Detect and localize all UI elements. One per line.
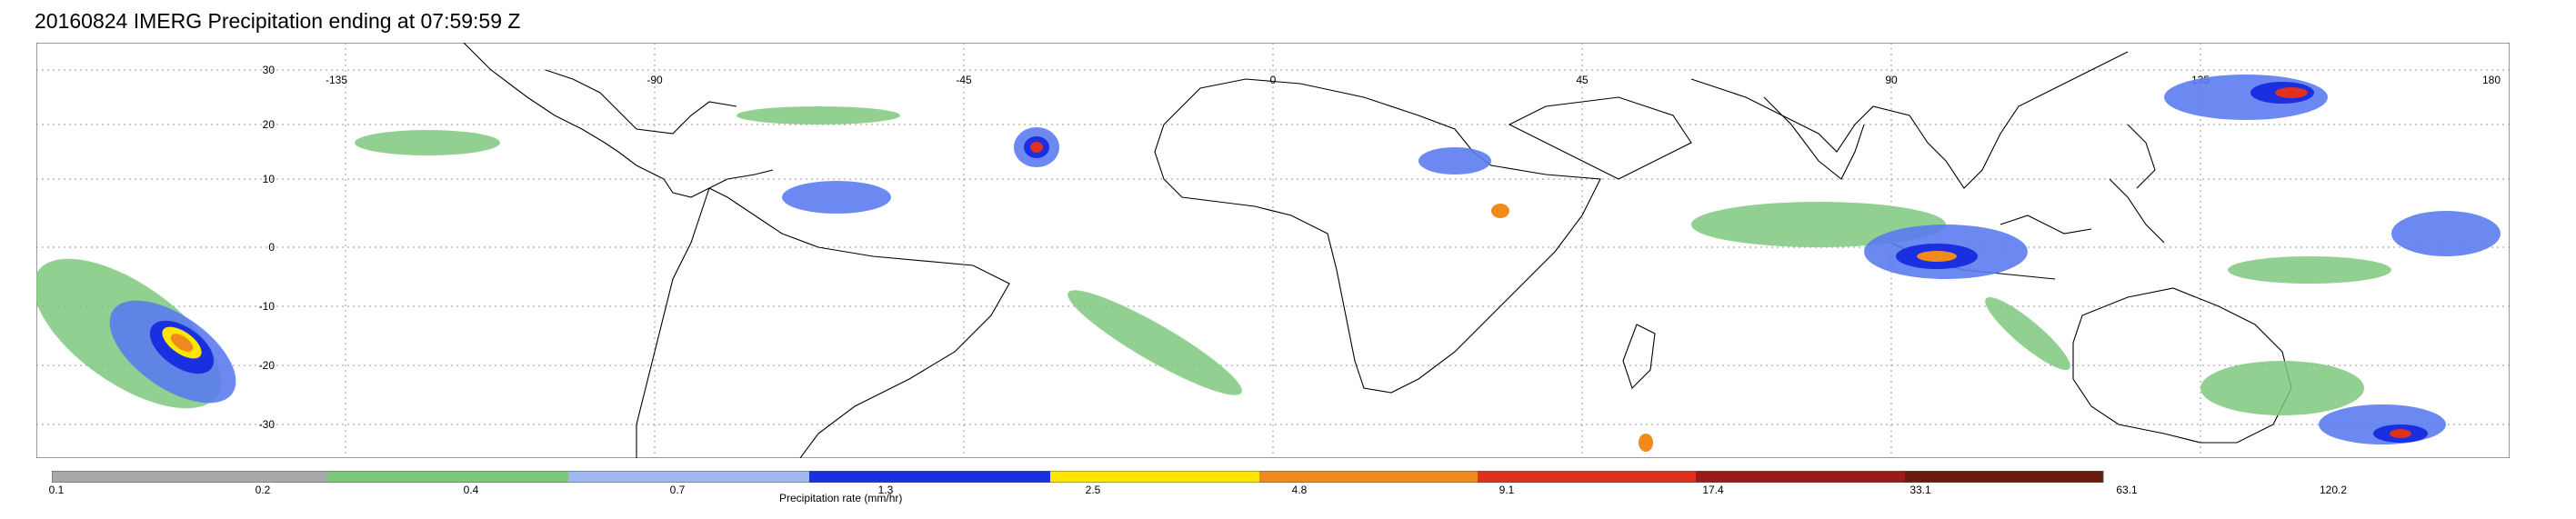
lon-label: 180 bbox=[2482, 74, 2501, 86]
madagascar-coast bbox=[1622, 324, 1656, 390]
precip-colorbar bbox=[52, 471, 2104, 483]
philippines-coast bbox=[2127, 124, 2156, 189]
colorbar-tick-label: 120.2 bbox=[2319, 484, 2348, 496]
colorbar-tick-label: 2.5 bbox=[1085, 484, 1101, 496]
longitude-labels: -135 -90 -45 0 45 90 135 180 bbox=[326, 74, 2501, 86]
north-america-coast bbox=[463, 43, 774, 198]
lat-label: 20 bbox=[263, 118, 276, 131]
colorbar-tick-label: 17.4 bbox=[1702, 484, 1724, 496]
australia-coast bbox=[2072, 287, 2292, 444]
latitude-labels: 30 20 10 0 -10 -20 -30 bbox=[259, 64, 276, 431]
lat-label: -10 bbox=[259, 300, 276, 313]
africa-coast bbox=[1154, 78, 1601, 394]
colorbar-tick-label: 0.7 bbox=[669, 484, 686, 496]
lat-label: 0 bbox=[268, 241, 275, 254]
precip-intense bbox=[162, 87, 2411, 452]
lat-label: -20 bbox=[259, 359, 276, 372]
lat-label: 10 bbox=[263, 173, 276, 185]
lon-label: 0 bbox=[1270, 74, 1277, 86]
colorbar-tick-label: 0.2 bbox=[255, 484, 271, 496]
lon-label: -135 bbox=[326, 74, 347, 86]
colorbar-tick-label: 0.1 bbox=[48, 484, 65, 496]
lon-label: -90 bbox=[647, 74, 663, 86]
colorbar-tick-label: 33.1 bbox=[1909, 484, 1931, 496]
asia-coast bbox=[1690, 51, 2129, 189]
india-coast bbox=[1763, 96, 1865, 180]
lat-label: -30 bbox=[259, 418, 276, 431]
gulf-coast bbox=[545, 69, 737, 135]
lat-label: 30 bbox=[263, 64, 276, 76]
colorbar-tick-label: 9.1 bbox=[1498, 484, 1515, 496]
lon-label: 90 bbox=[1885, 74, 1898, 86]
colorbar-tick-label: 63.1 bbox=[2116, 484, 2138, 496]
south-america-coast bbox=[636, 187, 1010, 458]
colorbar-tick-label: 0.4 bbox=[463, 484, 479, 496]
colorbar-tick-label: 4.8 bbox=[1291, 484, 1308, 496]
colorbar-title: Precipitation rate (mm/hr) bbox=[779, 492, 903, 504]
lon-label: 45 bbox=[1576, 74, 1589, 86]
coastlines bbox=[463, 43, 2292, 458]
map-title: 20160824 IMERG Precipitation ending at 0… bbox=[35, 9, 521, 33]
precipitation-map[interactable]: -135 -90 -45 0 45 90 135 180 30 20 10 0 … bbox=[36, 43, 2510, 458]
arabia-coast bbox=[1508, 96, 1692, 180]
lon-label: -45 bbox=[956, 74, 972, 86]
colorbar-tick-label: 1.3 bbox=[877, 484, 894, 496]
